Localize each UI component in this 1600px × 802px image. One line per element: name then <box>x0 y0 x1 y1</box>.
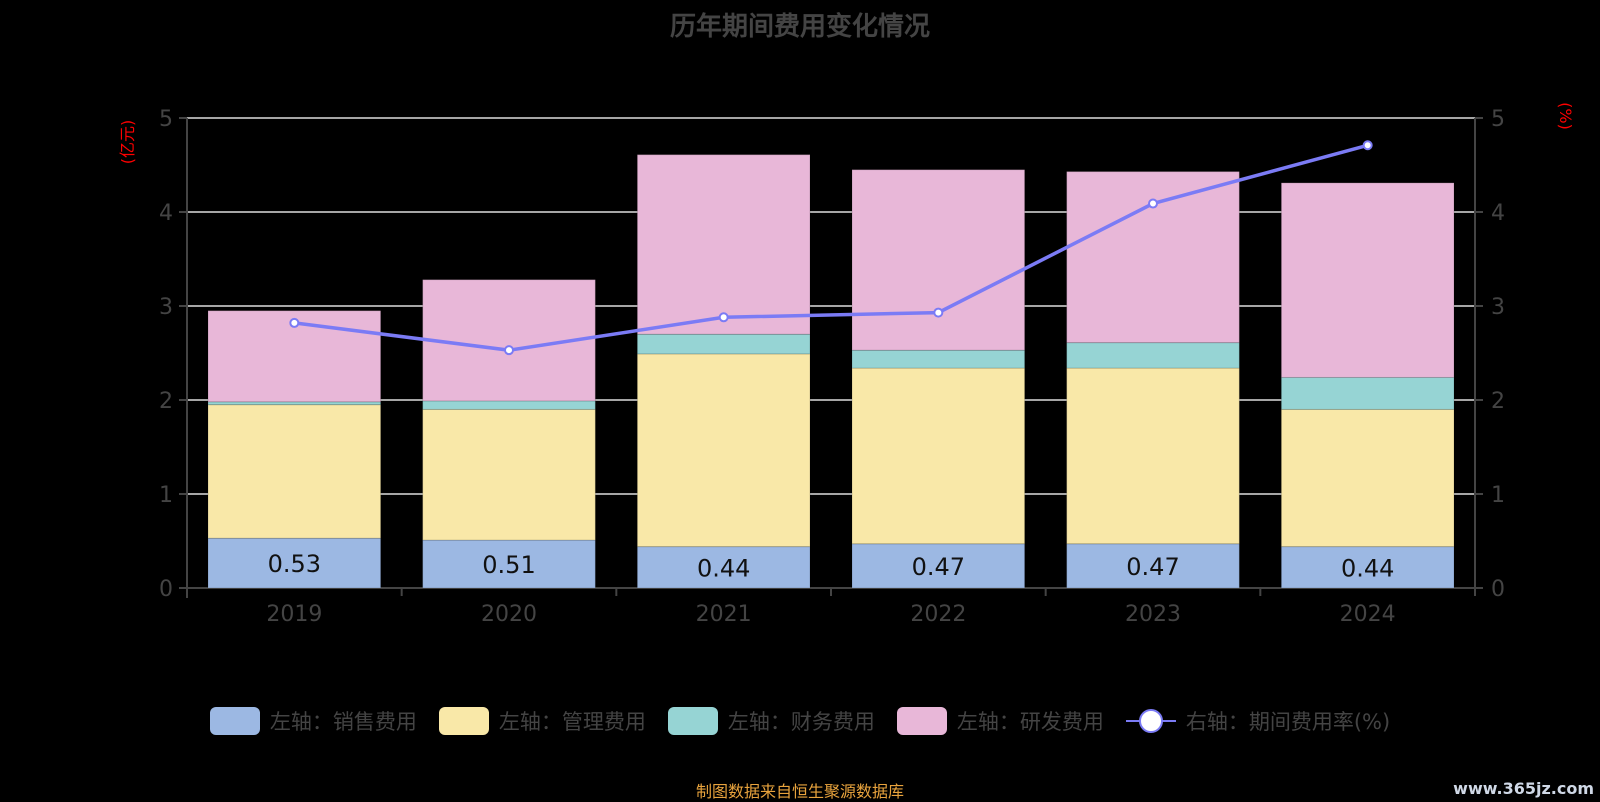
bar-segment <box>1280 376 1455 410</box>
line-point <box>1362 140 1373 151</box>
y2-tick-label: 1 <box>1491 483 1505 508</box>
watermark: www.365jz.com <box>1453 779 1594 798</box>
y-tick-label: 0 <box>159 577 173 602</box>
line-point <box>718 312 729 323</box>
bar-segment <box>207 537 382 589</box>
bar-data-label: 0.47 <box>1126 553 1179 581</box>
y-tick-label: 2 <box>159 389 173 414</box>
legend-label: 右轴：期间费用率(%) <box>1185 710 1391 734</box>
y2-tick-label: 3 <box>1491 295 1505 320</box>
y-axis-label: (亿元) <box>118 120 137 165</box>
legend-label: 左轴：管理费用 <box>498 710 646 734</box>
legend: 左轴：销售费用 左轴：管理费用 左轴：财务费用 左轴：研发费用 右轴：期间费用率… <box>0 706 1600 736</box>
bar-segment <box>636 546 811 589</box>
line-point <box>289 317 300 328</box>
legend-swatch <box>209 707 260 735</box>
y-tick-label: 3 <box>159 295 173 320</box>
y2-axis-label: (%) <box>1556 102 1575 130</box>
bar-segment <box>1066 367 1240 545</box>
legend-swatch <box>438 707 489 735</box>
x-tick-label: 2019 <box>266 602 322 627</box>
bar-segment <box>851 367 1026 545</box>
x-tick-label: 2021 <box>696 602 752 627</box>
line-point <box>1148 198 1158 209</box>
bar-segment <box>1066 171 1240 344</box>
legend-label: 左轴：销售费用 <box>269 710 417 734</box>
bar-segment <box>422 408 596 541</box>
bar-segment <box>207 404 382 539</box>
bar-data-label: 0.51 <box>482 551 535 579</box>
y2-tick-label: 5 <box>1491 107 1505 132</box>
bar-segment <box>1066 342 1240 369</box>
legend-line-marker-icon <box>1125 707 1176 735</box>
bar-segment <box>422 539 596 589</box>
y2-tick-label: 4 <box>1491 201 1505 226</box>
line-point <box>933 307 944 318</box>
bar-data-label: 0.47 <box>912 553 965 581</box>
legend-label: 左轴：财务费用 <box>727 710 875 734</box>
chart-title: 历年期间费用变化情况 <box>669 12 930 42</box>
bar-segment <box>636 333 811 355</box>
legend-swatch <box>667 707 718 735</box>
y2-tick-label: 2 <box>1491 389 1505 414</box>
bar-segment <box>851 349 1026 369</box>
legend-item-finance[interactable]: 左轴：财务费用 <box>667 706 875 736</box>
bar-segment <box>1280 408 1455 548</box>
legend-swatch <box>896 707 947 735</box>
legend-label: 左轴：研发费用 <box>956 710 1104 734</box>
bar-segment <box>636 353 811 548</box>
bar-segment <box>422 400 596 410</box>
line-point <box>504 345 514 356</box>
bar-segment <box>1280 546 1455 589</box>
bar-data-label: 0.53 <box>268 550 321 578</box>
x-tick-label: 2020 <box>481 602 537 627</box>
y-tick-label: 4 <box>159 201 173 226</box>
x-tick-label: 2023 <box>1125 602 1181 627</box>
legend-item-rd[interactable]: 左轴：研发费用 <box>896 706 1104 736</box>
line-series <box>294 143 1369 352</box>
x-tick-label: 2022 <box>910 602 966 627</box>
legend-item-admin[interactable]: 左轴：管理费用 <box>438 706 646 736</box>
source-note: 制图数据来自恒生聚源数据库 <box>695 782 904 801</box>
bar-segment <box>851 543 1026 589</box>
bar-segment <box>1280 182 1455 378</box>
bar-segment <box>851 169 1026 351</box>
bar-segment <box>636 154 811 335</box>
x-tick-label: 2024 <box>1340 602 1396 627</box>
chart-plot: 0 0 1 1 2 2 3 3 4 4 5 5 (亿元) (%) 2019 0.53 2020 0.51 2021 0… <box>118 102 1575 627</box>
y2-tick-label: 0 <box>1491 577 1505 602</box>
bar-data-label: 0.44 <box>697 554 750 582</box>
y-tick-label: 1 <box>159 483 173 508</box>
bar-data-label: 0.44 <box>1341 554 1394 582</box>
y-tick-label: 5 <box>159 107 173 132</box>
bar-segment <box>1066 543 1240 589</box>
legend-item-expense-rate[interactable]: 右轴：期间费用率(%) <box>1125 706 1391 736</box>
legend-item-sales[interactable]: 左轴：销售费用 <box>209 706 417 736</box>
